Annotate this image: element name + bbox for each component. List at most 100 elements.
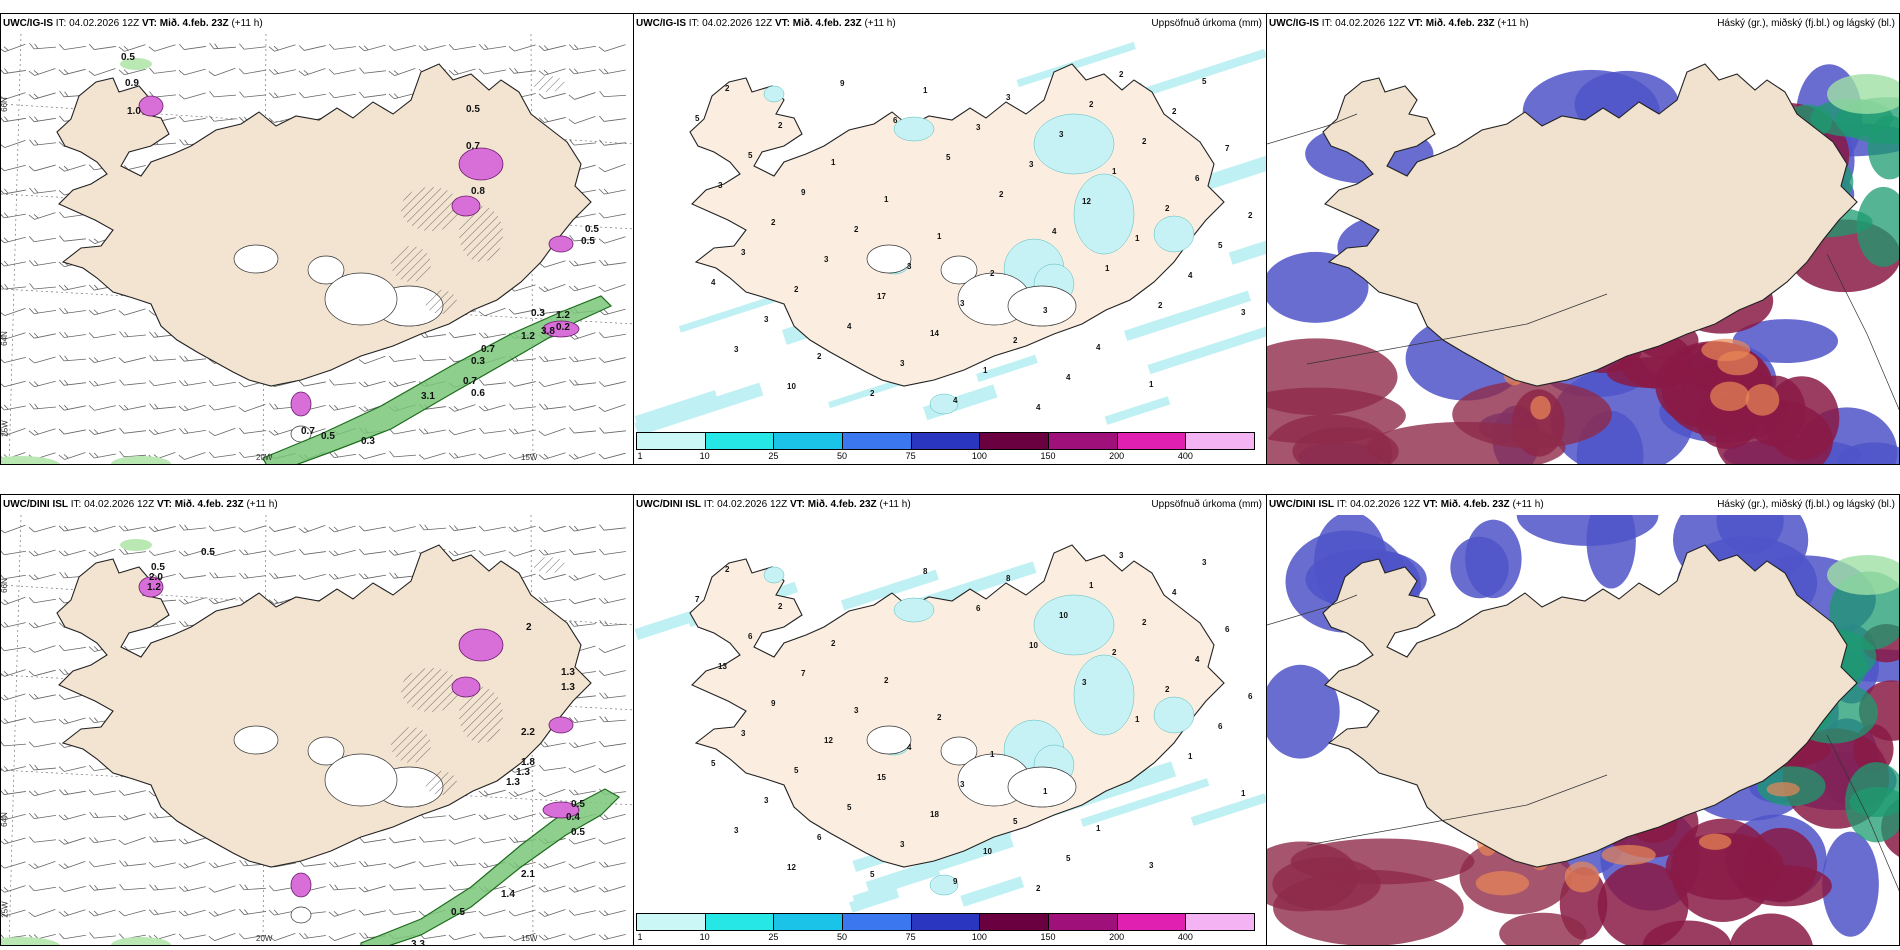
wind-barb xyxy=(118,308,146,316)
wind-barb xyxy=(568,525,596,532)
wind-barb xyxy=(28,92,56,100)
wind-barb xyxy=(28,645,56,653)
wind-barb xyxy=(59,235,86,242)
precip-value-label: 3 xyxy=(1202,558,1207,567)
wind-barb xyxy=(58,933,86,940)
wind-barb xyxy=(358,573,386,580)
high-cloud xyxy=(1827,555,1899,595)
wind-barb xyxy=(599,524,626,531)
cloud-map xyxy=(1267,515,1899,945)
wind-barb xyxy=(29,187,56,194)
wind-barb xyxy=(178,909,206,917)
wind-barb xyxy=(268,526,296,532)
gust-value-label: 0.5 xyxy=(151,562,165,573)
wind-barb xyxy=(58,68,86,76)
wind-barb xyxy=(88,837,116,844)
precip-area xyxy=(929,874,959,896)
gust-value-label: 0.7 xyxy=(481,344,495,355)
precip-value-label: 9 xyxy=(840,79,845,88)
wind-barb xyxy=(298,45,326,51)
wind-barb xyxy=(118,44,146,52)
precip-value-label: 1 xyxy=(831,158,836,167)
wind-barb xyxy=(568,597,596,605)
precip-area xyxy=(763,85,785,103)
wind-barb xyxy=(1,524,26,534)
panel-title: UWC/DINI ISL IT: 04.02.2026 12Z VT: Mið.… xyxy=(1269,499,1544,510)
precip-value-label: 2 xyxy=(884,676,889,685)
precip-value-label: 2 xyxy=(817,352,822,361)
gust-value-label: 3.8 xyxy=(541,326,555,337)
wind-barb xyxy=(29,764,56,771)
precip-hatch xyxy=(401,187,461,231)
wind-barb xyxy=(568,910,596,916)
wind-barb xyxy=(599,115,626,122)
wind-barb xyxy=(209,42,236,50)
graticule-line xyxy=(1,769,633,806)
wind-barb xyxy=(88,380,116,387)
cloud-edge xyxy=(1475,871,1530,896)
wind-barb xyxy=(179,355,206,362)
precip-value-label: 2 xyxy=(725,84,730,93)
wind-barb xyxy=(448,44,476,51)
precip-value-label: 3 xyxy=(741,248,746,257)
precip-streak xyxy=(849,887,900,913)
precip-value-label: 3 xyxy=(718,181,723,190)
precip-value-label: 4 xyxy=(711,278,716,287)
low-cloud xyxy=(1837,442,1899,464)
wind-barb xyxy=(29,139,56,146)
gust-core xyxy=(458,628,504,662)
precip-area xyxy=(893,597,935,623)
precip-map: 2211123415559233242273231714142262324343… xyxy=(634,41,1266,434)
precip-value-label: 3 xyxy=(1029,160,1034,169)
wind-barb xyxy=(448,837,476,845)
wind-barb xyxy=(478,837,506,844)
wind-barb xyxy=(358,885,386,893)
wind-barb xyxy=(538,861,566,869)
gust-patch xyxy=(1,937,61,945)
wind-barb xyxy=(329,43,356,50)
wind-barb xyxy=(268,44,296,52)
precip-value-label: 2 xyxy=(854,225,859,234)
wind-barb xyxy=(59,331,86,338)
wind-barb xyxy=(508,308,536,315)
wind-barb xyxy=(29,716,56,723)
precip-hatch xyxy=(391,727,431,763)
wind-barb xyxy=(568,44,596,51)
gust-value-label: 3.1 xyxy=(421,391,435,402)
colorbar-tick-label: 200 xyxy=(1109,932,1125,942)
lon-label-25w: 25W xyxy=(0,901,10,918)
wind-barb xyxy=(598,236,626,244)
wind-barb xyxy=(538,117,566,123)
colorbar-tick-label: 100 xyxy=(971,932,987,942)
wind-barb xyxy=(178,837,206,845)
precip-streak xyxy=(1123,48,1266,103)
gust-core xyxy=(138,95,164,117)
precip-value-label: 1 xyxy=(937,232,942,241)
wind-barb xyxy=(598,44,626,52)
gust-patch xyxy=(111,456,171,464)
glacier xyxy=(233,725,279,755)
wind-barb xyxy=(418,45,446,51)
wind-barb xyxy=(328,549,356,557)
wind-barb xyxy=(298,573,326,581)
wind-barb xyxy=(448,428,476,436)
wind-barb xyxy=(1,404,26,411)
wind-barb xyxy=(1,140,26,148)
gust-patch xyxy=(1,456,61,464)
colorbar-tick-label: 75 xyxy=(905,451,916,461)
wind-barb xyxy=(538,355,566,362)
wind-barb xyxy=(28,813,56,820)
gust-value-label: 0.2 xyxy=(556,322,570,333)
precip-value-label: 10 xyxy=(1059,611,1068,620)
precip-value-label: 2 xyxy=(1172,107,1177,116)
wind-barb xyxy=(298,380,326,387)
gust-value-label: 2.1 xyxy=(521,869,535,880)
wind-barb xyxy=(149,836,176,843)
wind-barb xyxy=(359,548,386,555)
colorbar-tick-label: 150 xyxy=(1040,932,1056,942)
wind-barb xyxy=(208,861,236,869)
wind-barb xyxy=(1,861,26,869)
wind-barb xyxy=(1,549,26,556)
panel-subtitle: Háský (gr.), miðský (fj.bl.) og lágský (… xyxy=(1717,18,1895,29)
wind-barb xyxy=(418,428,446,435)
